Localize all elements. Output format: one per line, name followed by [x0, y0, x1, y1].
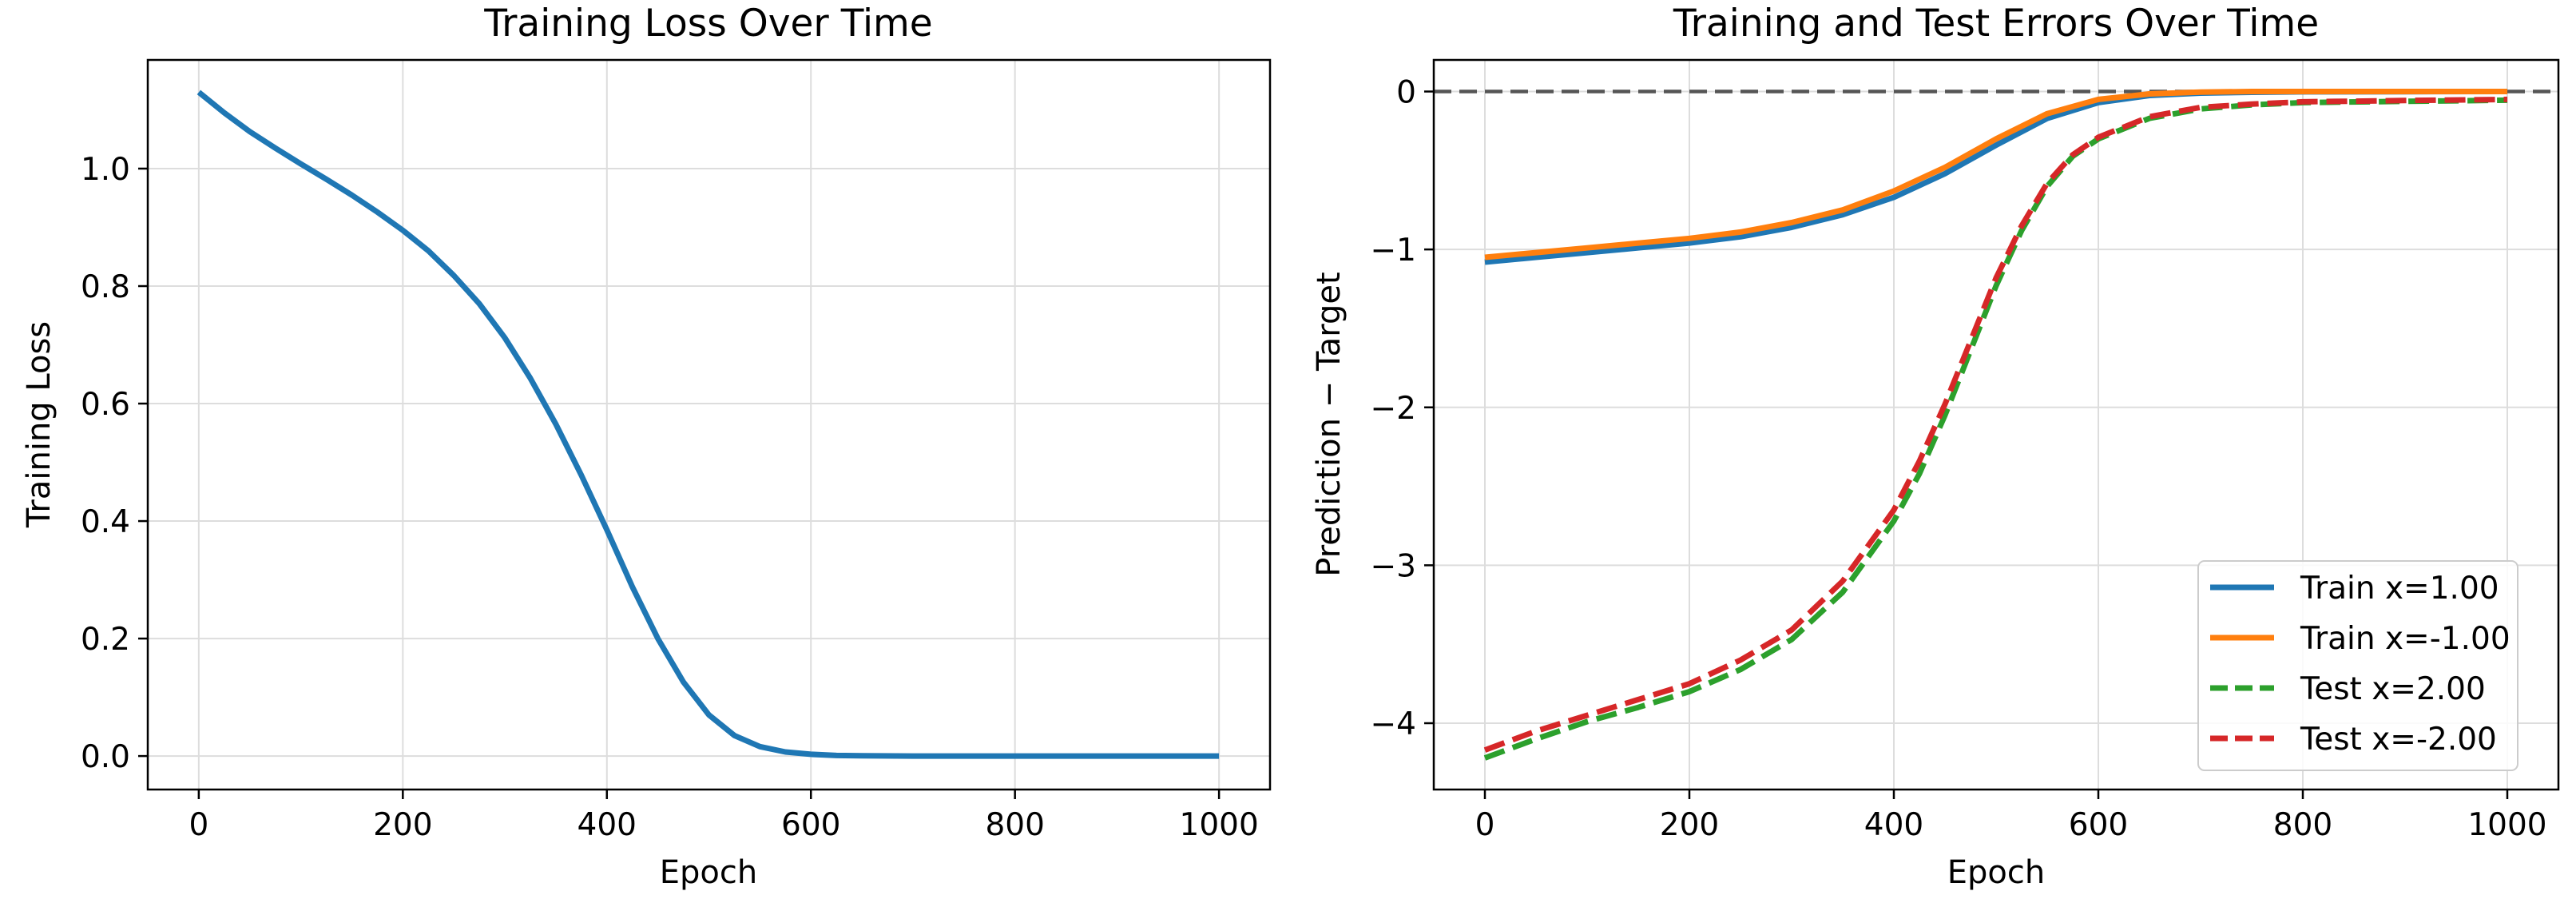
- y-tick-label: 0.8: [81, 269, 130, 305]
- y-tick-label: −4: [1371, 706, 1417, 742]
- series-line-loss: [196, 90, 1220, 759]
- loss-chart-frame: [146, 58, 1272, 791]
- loss-chart: 0 200 400 600 800 1000 0.0 0.2 0.4 0.6 0.8 1.0 Trai…: [21, 2, 1272, 891]
- y-tick-label: 0.0: [81, 739, 130, 775]
- loss-chart-xlabel: Epoch: [660, 854, 757, 891]
- loss-chart-ylabel: Training Loss: [21, 321, 58, 528]
- x-tick-label: 400: [1864, 807, 1923, 843]
- legend-label: Train x=-1.00: [2300, 621, 2511, 657]
- x-tick-label: 600: [781, 807, 840, 843]
- error-chart-frame: [1432, 58, 2560, 791]
- error-chart: 0 200 400 600 800 1000 0 −1 −2 −3 −4 Training and …: [1311, 2, 2560, 891]
- x-tick-label: 600: [2069, 807, 2128, 843]
- legend-label: Test x=-2.00: [2300, 722, 2497, 758]
- legend-label: Train x=1.00: [2300, 571, 2499, 607]
- series-line-test-x-2-00: [1483, 96, 2508, 753]
- x-tick-label: 0: [1475, 807, 1495, 843]
- error-chart-xlabel: Epoch: [1947, 854, 2045, 891]
- error-chart-title: Training and Test Errors Over Time: [1673, 2, 2319, 46]
- error-chart-ylabel: Prediction − Target: [1311, 272, 1348, 576]
- y-tick-label: 1.0: [81, 152, 130, 188]
- y-tick-label: 0.2: [81, 622, 130, 658]
- y-tick-label: −3: [1371, 548, 1417, 584]
- y-tick-label: 0: [1396, 75, 1416, 111]
- y-tick-label: 0.6: [81, 387, 130, 423]
- error-chart-series: [1434, 89, 2558, 761]
- x-tick-label: 400: [578, 807, 637, 843]
- error-chart-ticks: 0 200 400 600 800 1000 0 −1 −2 −3 −4: [1371, 75, 2547, 843]
- y-tick-label: 0.4: [81, 504, 130, 540]
- x-tick-label: 200: [1660, 807, 1719, 843]
- x-tick-label: 800: [985, 807, 1044, 843]
- loss-chart-ticks: 0 200 400 600 800 1000 0.0 0.2 0.4 0.6 0.8 1.0: [81, 152, 1259, 843]
- legend-label: Test x=2.00: [2300, 671, 2486, 707]
- x-tick-label: 1000: [1180, 807, 1259, 843]
- y-tick-label: −2: [1371, 391, 1417, 427]
- loss-chart-grid: [148, 60, 1270, 790]
- x-tick-label: 0: [189, 807, 208, 843]
- loss-chart-title: Training Loss Over Time: [483, 2, 932, 46]
- y-tick-label: −1: [1371, 233, 1417, 269]
- legend-box: [2197, 560, 2518, 771]
- error-chart-legend: Train x=1.00 Train x=-1.00 Test x=2.00 Test…: [2197, 560, 2518, 771]
- loss-chart-series: [196, 90, 1220, 759]
- series-line-train-x-1-00: [1484, 89, 2507, 261]
- x-tick-label: 800: [2273, 807, 2332, 843]
- x-tick-label: 1000: [2467, 807, 2546, 843]
- x-tick-label: 200: [373, 807, 432, 843]
